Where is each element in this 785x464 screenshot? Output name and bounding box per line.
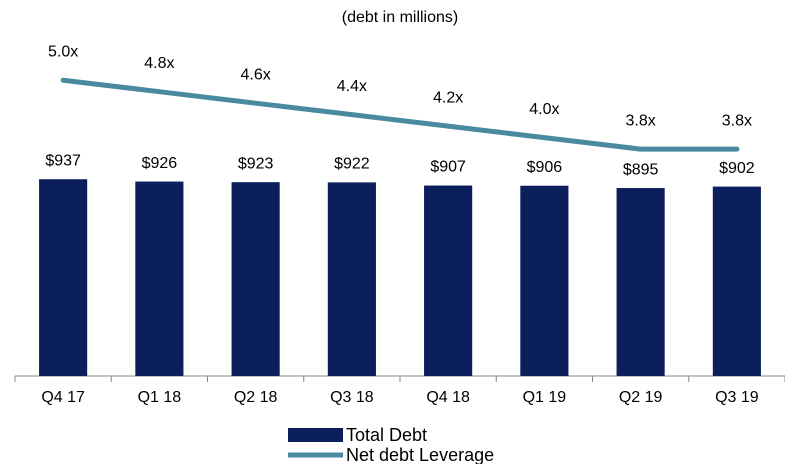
chart-title: (debt in millions) <box>342 9 458 26</box>
bar-value-label: $926 <box>142 155 178 172</box>
bar <box>135 181 184 376</box>
bar-value-label: $902 <box>719 160 755 177</box>
bar-value-label: $906 <box>527 159 563 176</box>
x-tick-label: Q3 18 <box>330 389 374 406</box>
line <box>60 77 740 152</box>
x-tick-label: Q4 18 <box>426 389 470 406</box>
line-value-label: 5.0x <box>48 43 78 60</box>
line-value-label: 3.8x <box>626 112 656 129</box>
x-tick-label: Q4 17 <box>41 389 85 406</box>
bar <box>712 186 761 376</box>
bar-value-label: $922 <box>334 156 370 173</box>
bar <box>616 188 665 376</box>
bar <box>231 182 280 376</box>
x-tick-label: Q1 18 <box>138 389 182 406</box>
legend-label: Total Debt <box>346 425 427 445</box>
line-value-label: 3.8x <box>722 112 752 129</box>
x-tick-label: Q2 18 <box>234 389 278 406</box>
x-tick-label: Q2 19 <box>619 389 663 406</box>
line-value-label: 4.6x <box>241 66 271 83</box>
legend-swatch <box>288 428 343 442</box>
x-tick-label: Q1 19 <box>523 389 567 406</box>
bar-value-label: $907 <box>430 159 466 176</box>
bar-value-label: $923 <box>238 155 274 172</box>
bar-value-label: $895 <box>623 161 659 178</box>
bar-value-label: $937 <box>45 152 81 169</box>
line-value-label: 4.0x <box>529 101 559 118</box>
bar <box>327 182 376 376</box>
bar <box>39 179 88 376</box>
line-value-label: 4.8x <box>144 55 174 72</box>
bar <box>424 185 473 376</box>
x-tick-label: Q3 19 <box>715 389 759 406</box>
bar <box>520 185 569 376</box>
line-value-label: 4.2x <box>433 89 463 106</box>
line-value-label: 4.4x <box>337 78 367 95</box>
legend-label: Net debt Leverage <box>346 445 494 464</box>
